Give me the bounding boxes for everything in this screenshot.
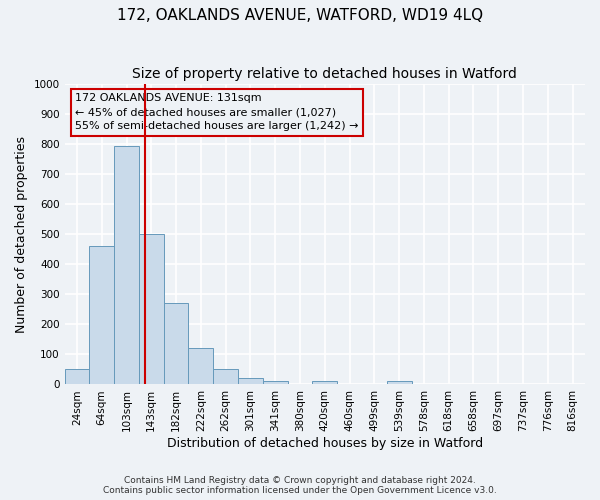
Bar [188,348,213,385]
Title: Size of property relative to detached houses in Watford: Size of property relative to detached ho… [133,68,517,82]
Bar [213,369,238,384]
Text: Contains HM Land Registry data © Crown copyright and database right 2024.
Contai: Contains HM Land Registry data © Crown c… [103,476,497,495]
Bar [114,146,139,384]
Bar [65,370,89,384]
Text: 172 OAKLANDS AVENUE: 131sqm
← 45% of detached houses are smaller (1,027)
55% of : 172 OAKLANDS AVENUE: 131sqm ← 45% of det… [75,93,358,131]
Bar [387,382,412,384]
Bar [263,381,287,384]
X-axis label: Distribution of detached houses by size in Watford: Distribution of detached houses by size … [167,437,483,450]
Bar [238,378,263,384]
Bar [89,246,114,384]
Text: 172, OAKLANDS AVENUE, WATFORD, WD19 4LQ: 172, OAKLANDS AVENUE, WATFORD, WD19 4LQ [117,8,483,22]
Bar [164,304,188,384]
Y-axis label: Number of detached properties: Number of detached properties [15,136,28,333]
Bar [313,380,337,384]
Bar [139,234,164,384]
